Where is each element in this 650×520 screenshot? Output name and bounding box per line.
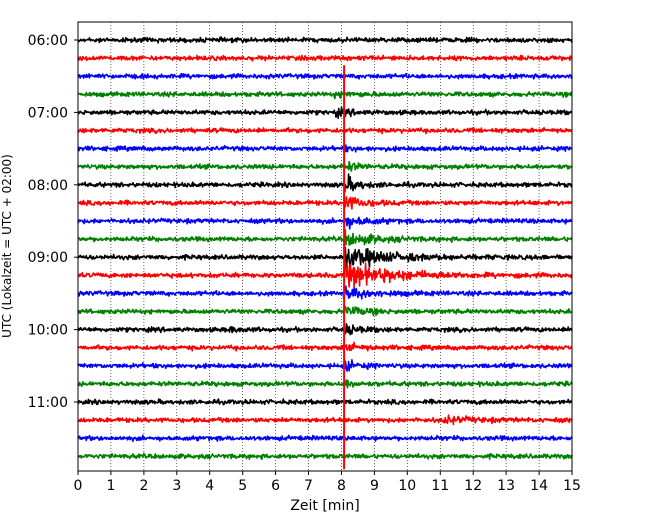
- trace-lines: [77, 36, 573, 460]
- trace-line: [77, 379, 573, 389]
- trace-line: [77, 173, 573, 193]
- trace-line: [77, 341, 573, 352]
- y-tick-label: 10:00: [28, 323, 68, 339]
- y-axis-label: UTC (Lokalzeit = UTC + 02:00): [0, 154, 14, 338]
- trace-line: [77, 323, 573, 336]
- x-tick-label: 8: [337, 478, 346, 494]
- x-tick-label: 4: [205, 478, 214, 494]
- trace-line: [77, 359, 573, 372]
- trace-line: [77, 261, 573, 289]
- y-tick-label: 07:00: [28, 105, 68, 121]
- x-tick-label: 15: [563, 478, 581, 494]
- trace-line: [77, 196, 573, 210]
- trace-line: [77, 434, 573, 442]
- y-tick-label: 09:00: [28, 250, 68, 266]
- x-tick-label: 3: [172, 478, 181, 494]
- x-tick-label: 0: [74, 478, 83, 494]
- trace-line: [77, 216, 573, 230]
- trace-line: [77, 160, 573, 172]
- y-tick-label: 08:00: [28, 178, 68, 194]
- x-tick-label: 6: [271, 478, 280, 494]
- trace-line: [77, 246, 573, 272]
- y-tick-label: 11:00: [28, 395, 68, 411]
- x-tick-label: 1: [106, 478, 115, 494]
- x-tick-label: 14: [530, 478, 548, 494]
- trace-line: [77, 127, 573, 135]
- trace-line: [77, 54, 573, 62]
- x-axis-label: Zeit [min]: [290, 498, 359, 514]
- trace-line: [77, 90, 573, 100]
- y-tick-label: 06:00: [28, 33, 68, 49]
- trace-line: [77, 72, 573, 80]
- trace-line: [77, 398, 573, 406]
- x-tick-label: 9: [370, 478, 379, 494]
- x-tick-label: 2: [139, 478, 148, 494]
- x-tick-label: 12: [464, 478, 482, 494]
- trace-line: [77, 285, 573, 300]
- x-tick-label: 5: [238, 478, 247, 494]
- trace-line: [77, 106, 573, 119]
- x-tick-label: 10: [398, 478, 416, 494]
- plot-frame: [77, 21, 573, 472]
- x-tick-label: 13: [497, 478, 515, 494]
- trace-line: [77, 144, 573, 153]
- grid-lines: [110, 22, 540, 471]
- trace-line: [77, 305, 573, 317]
- x-tick-label: 7: [304, 478, 313, 494]
- trace-line: [77, 229, 573, 246]
- x-tick-label: 11: [431, 478, 449, 494]
- trace-line: [77, 36, 573, 44]
- trace-line: [77, 414, 573, 426]
- trace-line: [77, 452, 573, 460]
- axis-ticks: 0 1 2 3 4 5 6 7 8 9 10 11 12 13 14 1506:0007:0008:0009:…: [28, 33, 581, 494]
